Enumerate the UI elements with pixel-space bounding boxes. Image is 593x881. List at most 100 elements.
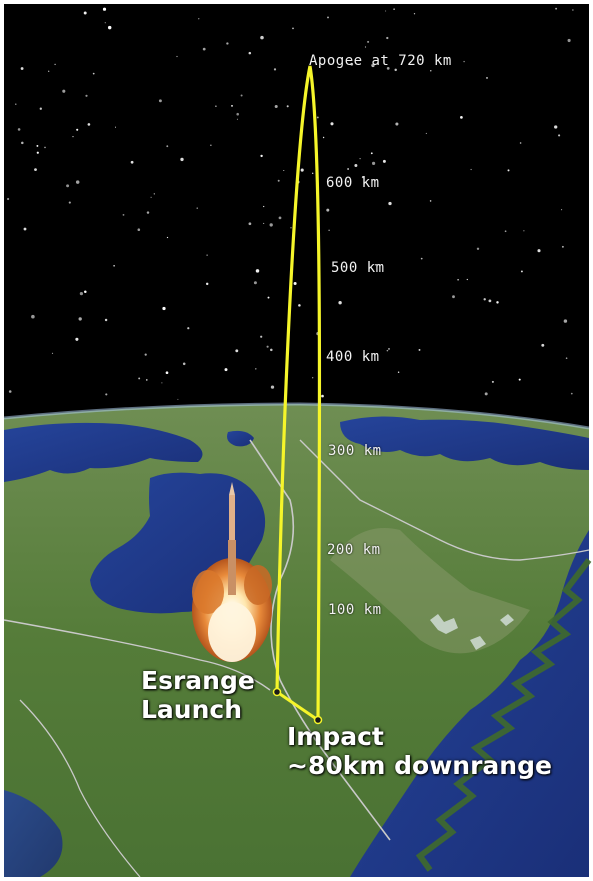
star [48, 70, 50, 72]
star [561, 209, 563, 211]
star [36, 144, 39, 147]
star [44, 146, 46, 149]
star [68, 201, 71, 204]
star [248, 222, 252, 226]
sea-south [4, 790, 63, 877]
star [507, 169, 510, 172]
star [248, 51, 252, 55]
star [78, 317, 82, 321]
star [561, 245, 564, 248]
star [537, 249, 541, 253]
star [372, 161, 376, 165]
launch-point-marker [272, 687, 282, 697]
star [87, 123, 91, 126]
star [361, 176, 365, 179]
star [122, 213, 125, 216]
star [418, 348, 421, 351]
launch-label: Esrange Launch [141, 666, 255, 724]
star [260, 335, 263, 338]
star [350, 62, 354, 66]
star [371, 63, 375, 68]
star [39, 107, 42, 110]
impact-label-line2: ~80km downrange [287, 751, 552, 780]
star [210, 144, 212, 146]
star [520, 270, 523, 273]
star [277, 179, 280, 182]
star [298, 304, 301, 307]
star [345, 265, 348, 269]
lake-inari [227, 430, 254, 447]
star [554, 125, 558, 129]
star [541, 343, 545, 347]
star [75, 180, 80, 184]
star [34, 168, 37, 171]
star [413, 13, 416, 15]
star [182, 362, 186, 366]
star [347, 168, 349, 170]
star [484, 392, 488, 396]
star [327, 16, 329, 19]
star [54, 63, 56, 66]
star [20, 67, 24, 70]
star [274, 104, 278, 109]
star [161, 382, 163, 384]
star [66, 184, 70, 188]
star [273, 68, 277, 71]
star [470, 168, 472, 171]
star [162, 306, 166, 311]
mountain-ridge [330, 528, 530, 654]
star [205, 282, 209, 286]
star [113, 265, 115, 267]
rocket-icon [192, 482, 272, 662]
impact-point-marker [313, 715, 323, 725]
star [187, 327, 190, 330]
stars [7, 7, 574, 400]
star [255, 368, 257, 370]
star [236, 112, 239, 116]
star [255, 269, 260, 273]
star [138, 377, 141, 380]
star [166, 236, 169, 239]
star [523, 230, 525, 232]
star [486, 76, 488, 79]
star [466, 278, 468, 281]
star [180, 157, 184, 162]
border-line-4 [19, 699, 141, 878]
star [105, 393, 108, 396]
apogee-label: Apogee at 720 km [309, 53, 452, 69]
star [565, 357, 568, 360]
star [270, 385, 275, 389]
star [51, 352, 54, 355]
star [386, 67, 390, 70]
star [460, 116, 463, 119]
star [166, 145, 169, 148]
star [236, 118, 238, 120]
star [215, 105, 217, 108]
star [293, 281, 297, 286]
star [386, 349, 389, 352]
altitude-label-100: 100 km [328, 602, 382, 618]
altitude-label-400: 400 km [326, 349, 380, 365]
star [104, 22, 106, 24]
star [260, 154, 263, 158]
star [374, 263, 377, 266]
star [231, 104, 233, 107]
star [382, 159, 386, 163]
star [316, 116, 319, 119]
star [463, 60, 465, 63]
star [198, 18, 200, 20]
star [425, 132, 427, 134]
star [328, 229, 330, 231]
border-line-3 [299, 439, 590, 561]
star [107, 25, 112, 30]
star [202, 47, 206, 51]
star [7, 197, 10, 201]
earth-surface [3, 402, 592, 878]
star [286, 105, 289, 108]
star [21, 141, 24, 145]
launch-plume-right [244, 565, 272, 605]
star [146, 211, 150, 214]
star [15, 103, 17, 105]
star [330, 122, 334, 126]
